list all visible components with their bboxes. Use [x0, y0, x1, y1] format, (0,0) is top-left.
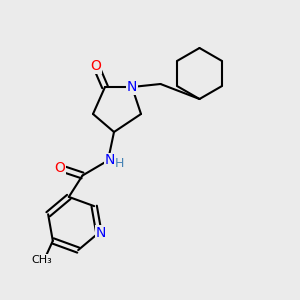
Text: N: N: [127, 80, 137, 94]
Text: O: O: [91, 59, 101, 73]
Text: O: O: [55, 161, 65, 175]
Text: N: N: [96, 226, 106, 240]
Text: CH₃: CH₃: [31, 255, 52, 265]
Text: N: N: [104, 154, 115, 167]
Text: H: H: [115, 157, 124, 170]
